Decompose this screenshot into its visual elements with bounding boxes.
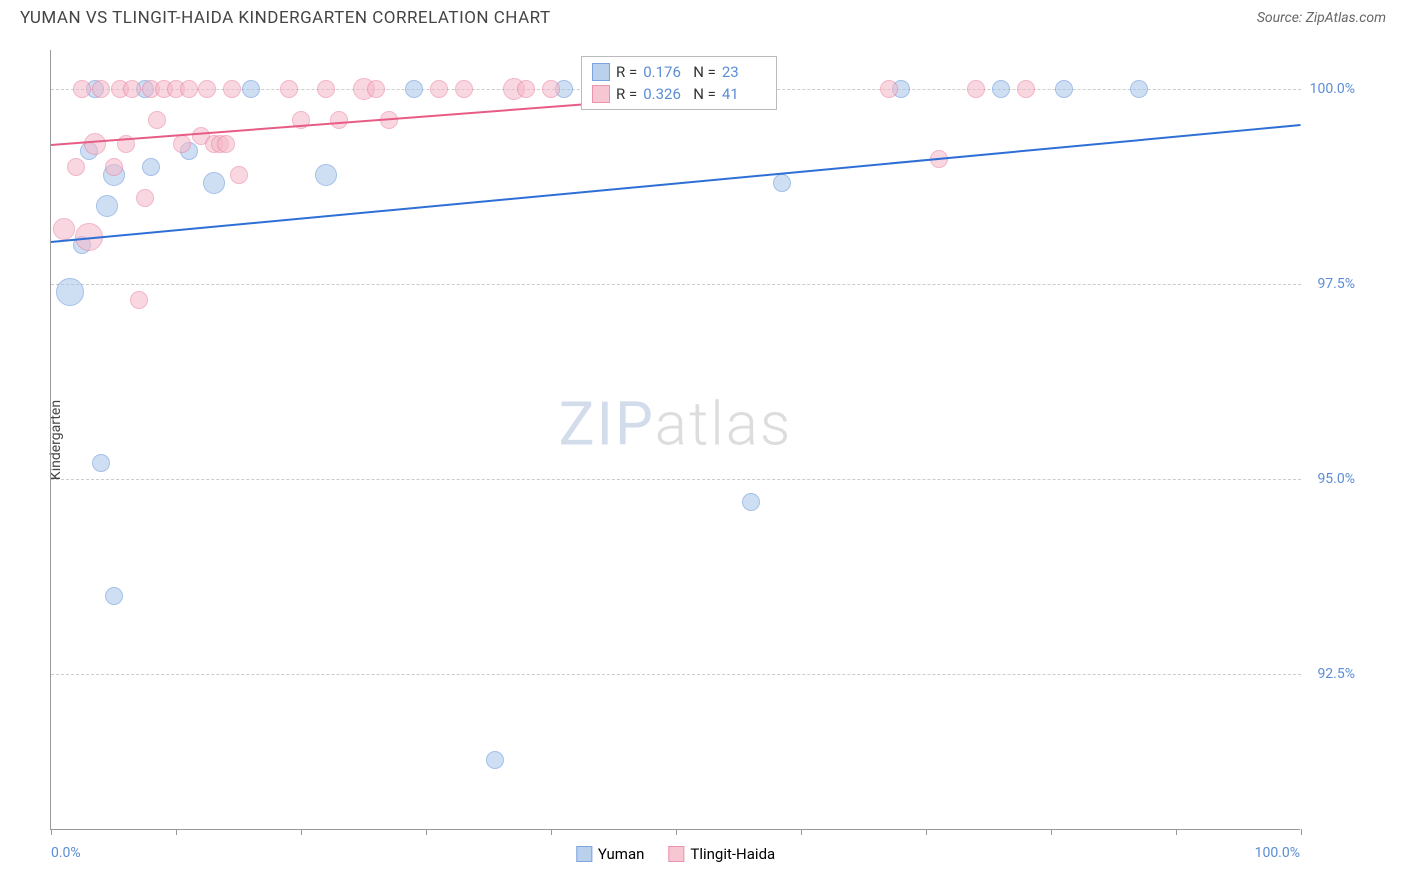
scatter-point bbox=[880, 80, 898, 98]
scatter-point bbox=[56, 278, 84, 306]
legend-row: R = 0.326 N = 41 bbox=[592, 83, 766, 105]
legend-label: Yuman bbox=[598, 845, 645, 863]
scatter-point bbox=[773, 174, 791, 192]
x-tick bbox=[926, 829, 927, 835]
scatter-point bbox=[142, 158, 160, 176]
x-axis-max-label: 100.0% bbox=[1255, 845, 1300, 861]
x-tick bbox=[301, 829, 302, 835]
legend-n-label: N = bbox=[693, 63, 716, 81]
scatter-point bbox=[148, 111, 166, 129]
legend-item: Tlingit-Haida bbox=[668, 845, 775, 863]
x-tick bbox=[801, 829, 802, 835]
series-legend: Yuman Tlingit-Haida bbox=[576, 845, 775, 863]
scatter-point bbox=[280, 80, 298, 98]
scatter-point bbox=[130, 291, 148, 309]
x-tick bbox=[176, 829, 177, 835]
scatter-point bbox=[96, 195, 118, 217]
scatter-point bbox=[992, 80, 1010, 98]
scatter-point bbox=[317, 80, 335, 98]
watermark-zip: ZIP bbox=[559, 388, 655, 459]
source-label: Source: ZipAtlas.com bbox=[1257, 10, 1386, 26]
scatter-point bbox=[517, 80, 535, 98]
legend-swatch bbox=[592, 85, 610, 103]
scatter-point bbox=[742, 493, 760, 511]
y-tick-label: 100.0% bbox=[1310, 81, 1355, 97]
legend-item: Yuman bbox=[576, 845, 645, 863]
gridline-h bbox=[51, 674, 1301, 675]
scatter-point bbox=[486, 751, 504, 769]
legend-r-label: R = bbox=[616, 85, 637, 103]
legend-n-value: 41 bbox=[722, 85, 766, 103]
y-tick-label: 95.0% bbox=[1317, 471, 1355, 487]
chart-title: YUMAN VS TLINGIT-HAIDA KINDERGARTEN CORR… bbox=[20, 8, 551, 28]
scatter-point bbox=[1017, 80, 1035, 98]
scatter-point bbox=[105, 587, 123, 605]
correlation-legend: R = 0.176 N = 23 R = 0.326 N = 41 bbox=[581, 56, 777, 110]
scatter-point bbox=[230, 166, 248, 184]
watermark-atlas: atlas bbox=[655, 388, 793, 459]
scatter-point bbox=[84, 133, 106, 155]
scatter-point bbox=[315, 164, 337, 186]
y-tick-label: 97.5% bbox=[1317, 276, 1355, 292]
legend-r-label: R = bbox=[616, 63, 637, 81]
plot-region: ZIPatlas 92.5%95.0%97.5%100.0%0.0%100.0%… bbox=[50, 50, 1300, 830]
x-tick bbox=[51, 829, 52, 835]
scatter-point bbox=[198, 80, 216, 98]
x-axis-min-label: 0.0% bbox=[51, 845, 81, 861]
watermark: ZIPatlas bbox=[559, 388, 793, 459]
scatter-point bbox=[1055, 80, 1073, 98]
x-tick bbox=[1051, 829, 1052, 835]
legend-r-value: 0.326 bbox=[643, 85, 687, 103]
scatter-point bbox=[242, 80, 260, 98]
scatter-point bbox=[136, 189, 154, 207]
scatter-point bbox=[405, 80, 423, 98]
trend-line bbox=[51, 101, 614, 146]
scatter-point bbox=[455, 80, 473, 98]
x-tick bbox=[426, 829, 427, 835]
scatter-point bbox=[105, 158, 123, 176]
legend-row: R = 0.176 N = 23 bbox=[592, 61, 766, 83]
scatter-point bbox=[123, 80, 141, 98]
gridline-h bbox=[51, 479, 1301, 480]
header: YUMAN VS TLINGIT-HAIDA KINDERGARTEN CORR… bbox=[0, 0, 1406, 32]
legend-n-label: N = bbox=[693, 85, 716, 103]
scatter-point bbox=[1130, 80, 1148, 98]
x-tick bbox=[1176, 829, 1177, 835]
legend-swatch bbox=[592, 63, 610, 81]
scatter-point bbox=[430, 80, 448, 98]
scatter-point bbox=[53, 218, 75, 240]
scatter-point bbox=[203, 172, 225, 194]
scatter-point bbox=[367, 80, 385, 98]
legend-r-value: 0.176 bbox=[643, 63, 687, 81]
legend-n-value: 23 bbox=[722, 63, 766, 81]
scatter-point bbox=[217, 135, 235, 153]
legend-swatch bbox=[576, 846, 592, 862]
chart-area: Kindergarten ZIPatlas 92.5%95.0%97.5%100… bbox=[50, 50, 1360, 830]
scatter-point bbox=[92, 80, 110, 98]
scatter-point bbox=[173, 135, 191, 153]
x-tick bbox=[1301, 829, 1302, 835]
x-tick bbox=[676, 829, 677, 835]
scatter-point bbox=[92, 454, 110, 472]
gridline-h bbox=[51, 284, 1301, 285]
y-tick-label: 92.5% bbox=[1317, 666, 1355, 682]
scatter-point bbox=[67, 158, 85, 176]
scatter-point bbox=[542, 80, 560, 98]
scatter-point bbox=[180, 80, 198, 98]
scatter-point bbox=[223, 80, 241, 98]
legend-label: Tlingit-Haida bbox=[690, 845, 775, 863]
scatter-point bbox=[73, 80, 91, 98]
legend-swatch bbox=[668, 846, 684, 862]
x-tick bbox=[551, 829, 552, 835]
scatter-point bbox=[967, 80, 985, 98]
scatter-point bbox=[330, 111, 348, 129]
